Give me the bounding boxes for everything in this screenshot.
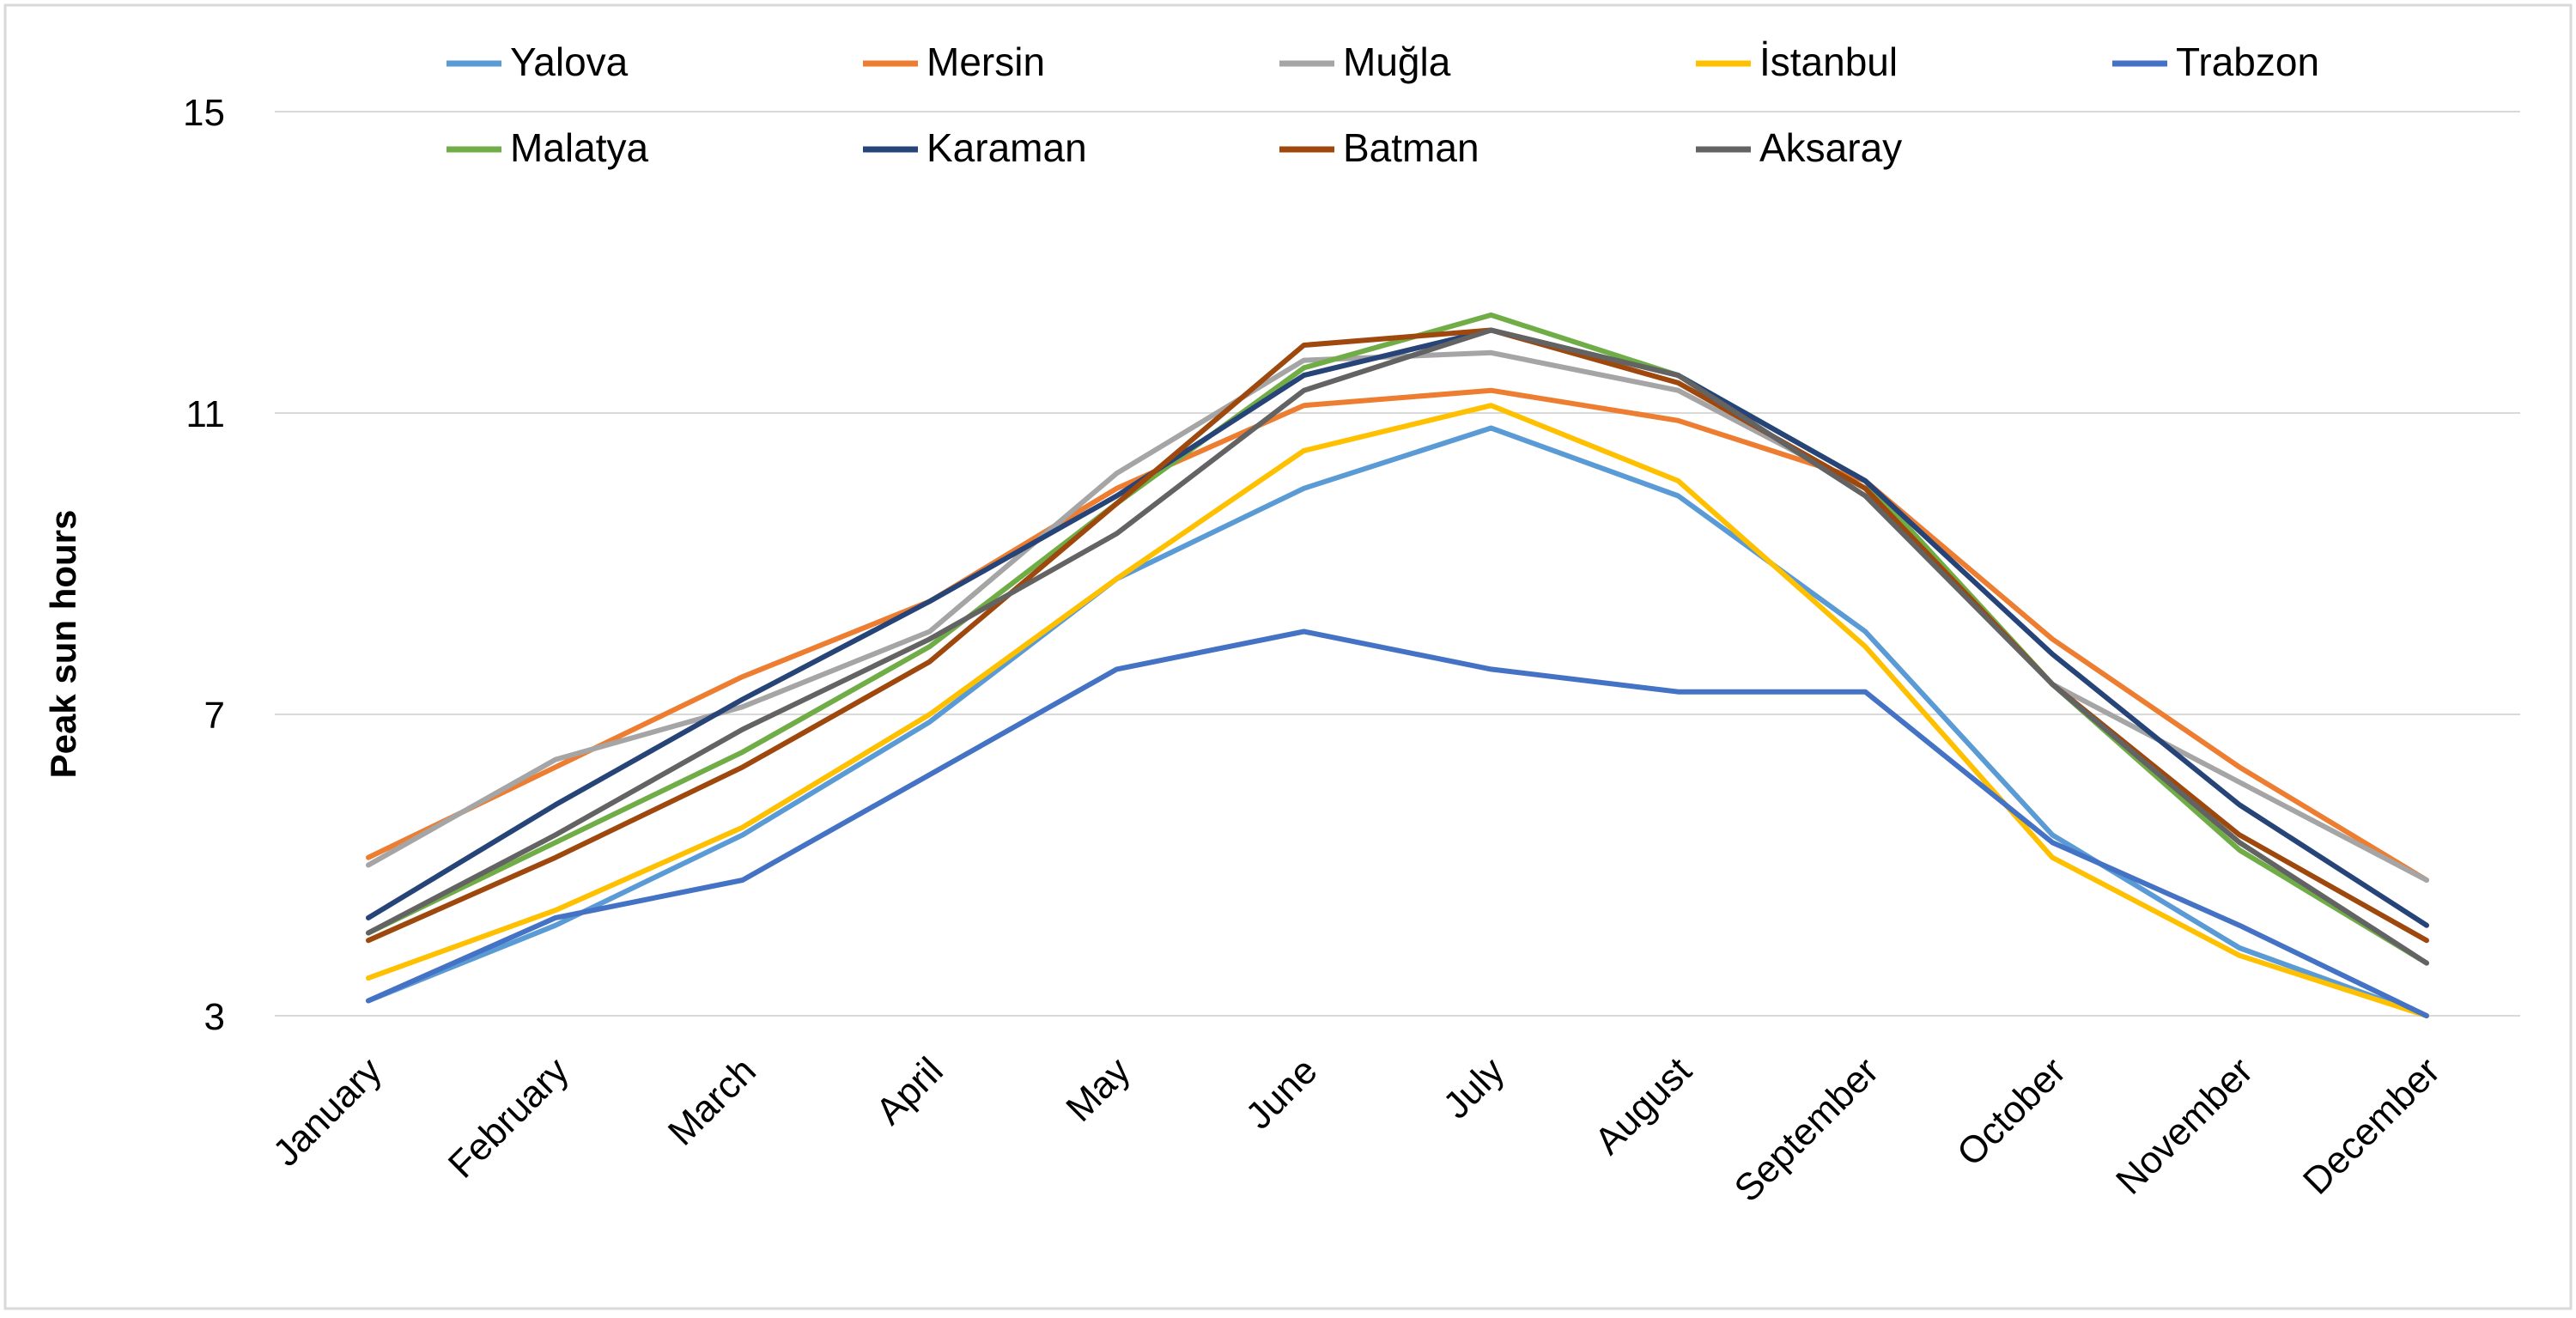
legend-label-mersin: Mersin xyxy=(927,39,1045,84)
y-axis-ticks: 3 7 11 15 xyxy=(183,92,225,1038)
legend-label-istanbul: İstanbul xyxy=(1759,39,1898,84)
series-line-trabzon xyxy=(366,629,2429,1018)
legend-label-malatya: Malatya xyxy=(510,125,648,170)
y-axis-label: Peak sun hours xyxy=(43,510,83,779)
legend-label-trabzon: Trabzon xyxy=(2176,39,2319,84)
series-line-istanbul xyxy=(366,403,2429,1018)
legend-label-mugla: Muğla xyxy=(1343,39,1451,84)
legend-label-batman: Batman xyxy=(1343,125,1479,170)
y-tick-label: 7 xyxy=(204,695,225,737)
legend-label-aksaray: Aksaray xyxy=(1759,125,1902,170)
chart-border xyxy=(3,3,2573,1310)
y-tick-label: 3 xyxy=(204,996,225,1038)
series-line-mersin xyxy=(366,387,2429,883)
legend-label-karaman: Karaman xyxy=(927,125,1087,170)
series-lines xyxy=(366,312,2429,1018)
legend-label-yalova: Yalova xyxy=(510,39,629,84)
series-line-aksaray xyxy=(366,327,2429,966)
y-tick-label: 11 xyxy=(185,393,225,435)
gridlines xyxy=(275,111,2520,1017)
series-line-karaman xyxy=(366,327,2429,928)
y-tick-label: 15 xyxy=(183,92,225,134)
legend: Yalova Mersin Muğla İstanbul Trabzon Malatya K… xyxy=(447,39,2319,170)
